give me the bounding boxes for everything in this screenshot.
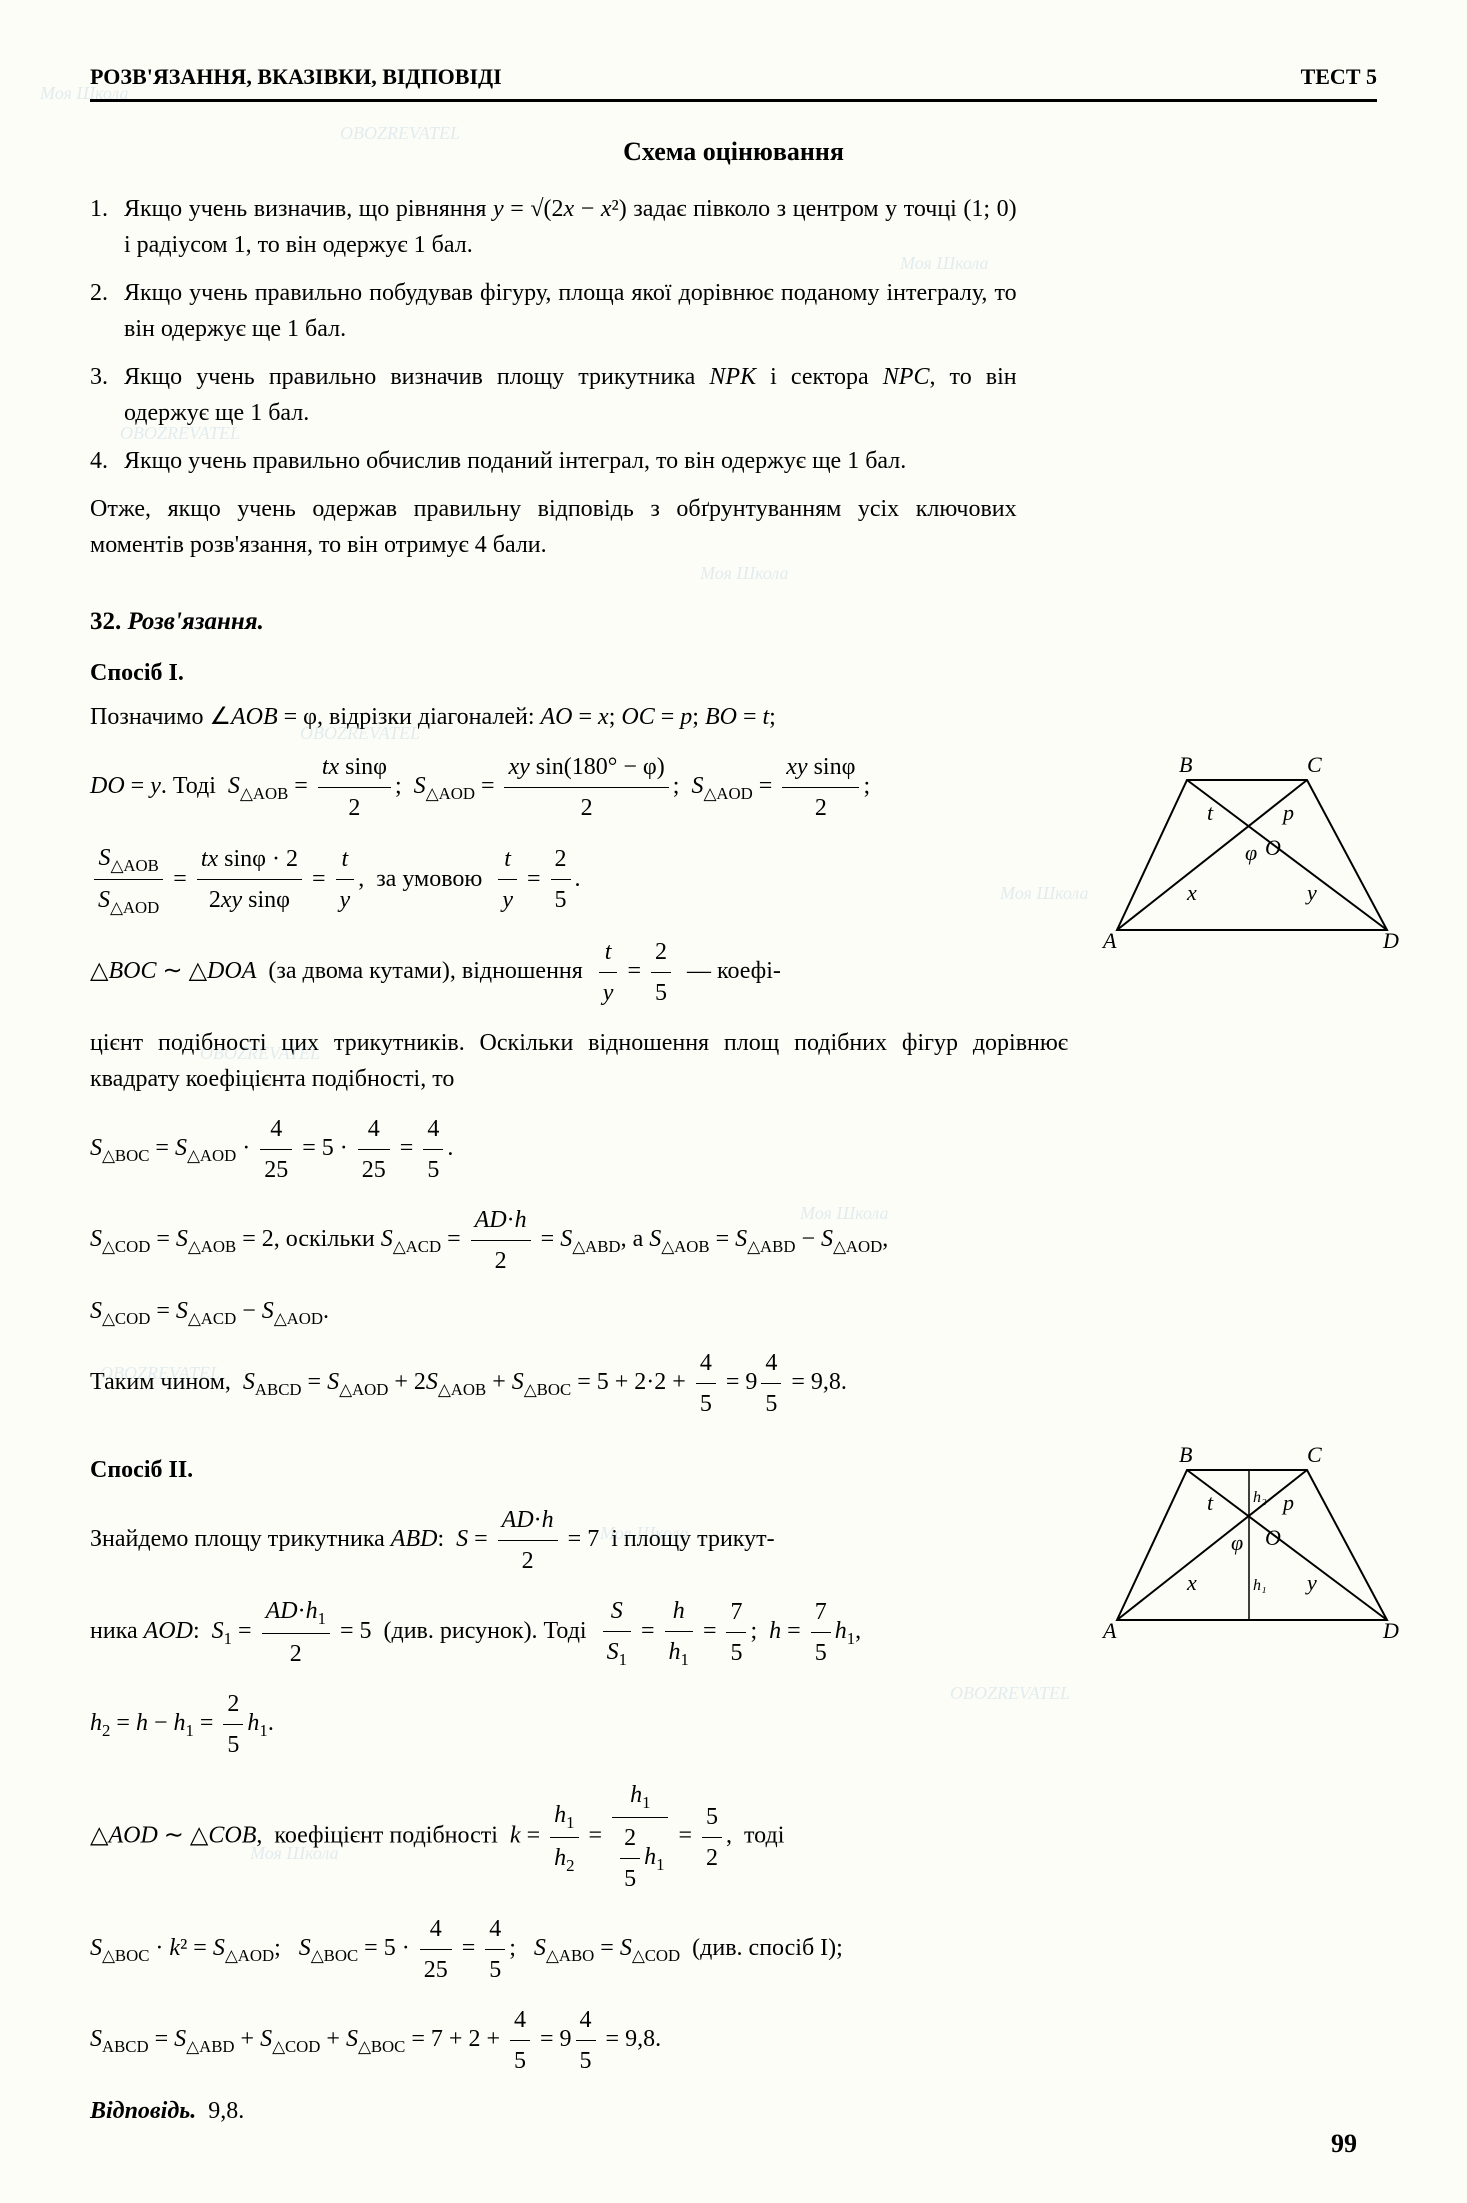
scheme-item-num: 4. xyxy=(90,443,124,479)
svg-text:h₂: h₂ xyxy=(1253,1489,1267,1506)
svg-text:y: y xyxy=(1305,880,1317,905)
scheme-item-num: 1. xyxy=(90,191,124,263)
scheme-item: 3. Якщо учень правильно визначив площу т… xyxy=(90,359,1017,431)
m2-eq1: Знайдемо площу трикутника ABD: S = AD·h2… xyxy=(90,1502,1068,1579)
svg-text:p: p xyxy=(1281,800,1294,825)
m2-eq2: ника AOD: S1 = AD·h12 = 5 (див. рисунок)… xyxy=(90,1593,1068,1672)
scheme-item-text: Якщо учень правильно обчислив поданий ін… xyxy=(124,443,906,479)
m2-eq6: SABCD = S△ABD + S△COD + S△BOC = 7 + 2 + … xyxy=(90,2002,1068,2079)
scheme-list: 1. Якщо учень визначив, що рівняння y = … xyxy=(90,191,1017,479)
scheme-item-text: Якщо учень правильно побудував фігуру, п… xyxy=(124,275,1017,347)
svg-text:C: C xyxy=(1307,1442,1322,1467)
svg-text:t: t xyxy=(1207,800,1214,825)
m1-eq7: Таким чином, SABCD = S△AOD + 2S△AOB + S△… xyxy=(90,1345,1068,1422)
svg-text:y: y xyxy=(1305,1570,1317,1595)
svg-text:x: x xyxy=(1186,1570,1197,1595)
m2-eq3: h2 = h − h1 = 25h1. xyxy=(90,1686,1068,1763)
page-number: 99 xyxy=(1331,2124,1357,2163)
svg-text:x: x xyxy=(1186,880,1197,905)
scheme-item-num: 3. xyxy=(90,359,124,431)
page: Моя Школа OBOZREVATEL Моя Школа OBOZREVA… xyxy=(0,0,1467,2203)
m1-eq1: DO = y. Тоді S△AOB = tx sinφ2; S△AOD = x… xyxy=(90,749,1068,826)
page-header: РОЗВ'ЯЗАННЯ, ВКАЗІВКИ, ВІДПОВІДІ ТЕСТ 5 xyxy=(90,60,1377,102)
scheme-summary: Отже, якщо учень одержав правильну відпо… xyxy=(90,491,1017,563)
svg-text:h₁: h₁ xyxy=(1253,1577,1267,1594)
scheme-item: 2. Якщо учень правильно побудував фігуру… xyxy=(90,275,1017,347)
problem-label: Розв'язання. xyxy=(128,608,264,635)
answer: Відповідь. 9,8. xyxy=(90,2093,1068,2129)
watermark: Моя Школа xyxy=(700,560,789,587)
m1-eq3: △BOC ∼ △DOA (за двома кутами), відношенн… xyxy=(90,934,1068,1011)
svg-text:O: O xyxy=(1265,1525,1281,1550)
figure-trapezoid-2: A B C D O t p x y φ h₂ h₁ xyxy=(1097,1440,1407,1640)
svg-text:φ: φ xyxy=(1245,840,1257,865)
m2-eq4: △AOD ∼ △COB, коефіцієнт подібності k = h… xyxy=(90,1777,1068,1897)
method1-body: Позначимо ∠AOB = φ, відрізки діагоналей:… xyxy=(90,699,1068,1423)
m1-eq6: S△COD = S△ACD − S△AOD. xyxy=(90,1293,1068,1331)
svg-text:t: t xyxy=(1207,1490,1214,1515)
scheme-item-num: 2. xyxy=(90,275,124,347)
method2-body: Знайдемо площу трикутника ABD: S = AD·h2… xyxy=(90,1502,1068,2129)
problem-number: 32. xyxy=(90,608,121,635)
m2-eq5: S△BOC · k² = S△AOD; S△BOC = 5 · 425 = 45… xyxy=(90,1911,1068,1988)
svg-text:O: O xyxy=(1265,835,1281,860)
scheme-item: 4. Якщо учень правильно обчислив поданий… xyxy=(90,443,1017,479)
scheme-title: Схема оцінювання xyxy=(90,132,1377,171)
svg-text:p: p xyxy=(1281,1490,1294,1515)
svg-text:A: A xyxy=(1101,928,1117,950)
method1-title: Спосіб I. xyxy=(90,655,1377,691)
answer-label: Відповідь. xyxy=(90,2098,196,2124)
svg-text:B: B xyxy=(1179,752,1192,777)
scheme-item-text: Якщо учень правильно визначив площу трик… xyxy=(124,359,1017,431)
svg-text:φ: φ xyxy=(1231,1530,1243,1555)
header-left: РОЗВ'ЯЗАННЯ, ВКАЗІВКИ, ВІДПОВІДІ xyxy=(90,60,502,93)
svg-text:A: A xyxy=(1101,1618,1117,1640)
svg-text:D: D xyxy=(1382,1618,1399,1640)
figure-trapezoid-1: A B C D O t p x y φ xyxy=(1097,750,1407,950)
m1-line1: Позначимо ∠AOB = φ, відрізки діагоналей:… xyxy=(90,699,1068,735)
header-right: ТЕСТ 5 xyxy=(1301,60,1377,93)
m1-eq5: S△COD = S△AOB = 2, оскільки S△ACD = AD·h… xyxy=(90,1202,1068,1279)
svg-text:B: B xyxy=(1179,1442,1192,1467)
m1-line4: цієнт подібності цих трикутників. Оскіль… xyxy=(90,1025,1068,1097)
scheme-item: 1. Якщо учень визначив, що рівняння y = … xyxy=(90,191,1017,263)
m1-eq2: S△AOBS△AOD = tx sinφ · 22xy sinφ = ty, з… xyxy=(90,840,1068,921)
answer-value: 9,8. xyxy=(208,2098,244,2124)
scheme-item-text: Якщо учень визначив, що рівняння y = √(2… xyxy=(124,191,1017,263)
svg-text:C: C xyxy=(1307,752,1322,777)
m1-eq4: S△BOC = S△AOD · 425 = 5 · 425 = 45. xyxy=(90,1111,1068,1188)
svg-text:D: D xyxy=(1382,928,1399,950)
problem-head: 32. Розв'язання. xyxy=(90,603,1377,641)
